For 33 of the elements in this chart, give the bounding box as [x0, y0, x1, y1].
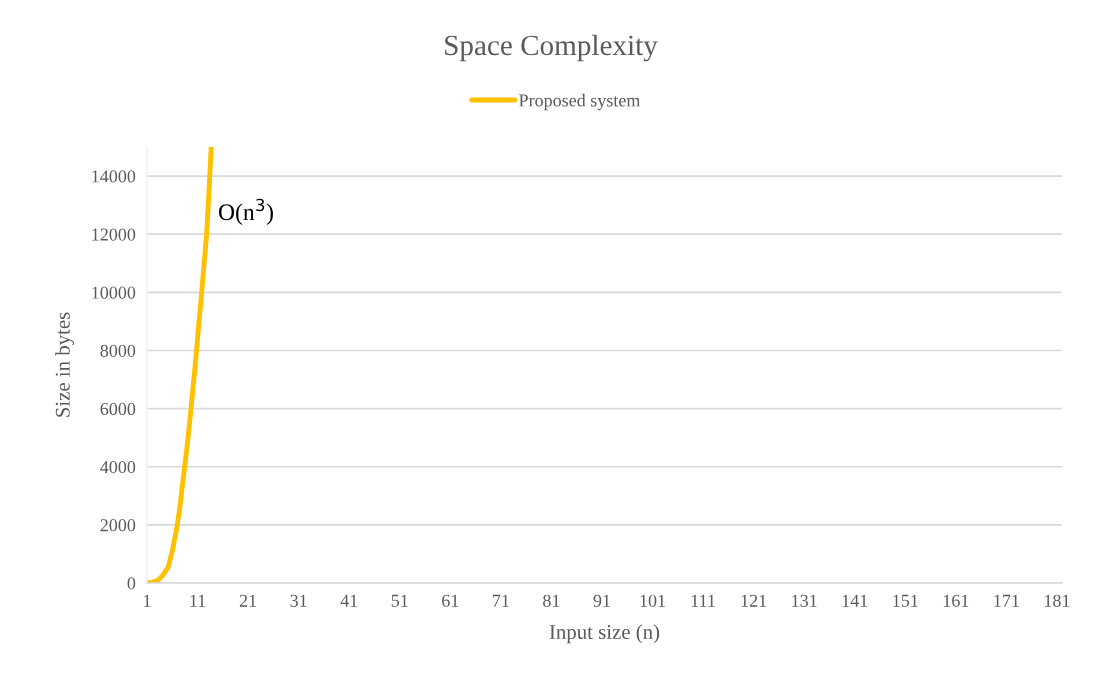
- x-axis-title: Input size (n): [549, 624, 660, 644]
- x-tick-label: 81: [543, 594, 560, 607]
- y-tick-label: 12000: [92, 228, 136, 241]
- legend-label: Proposed system: [519, 93, 641, 111]
- x-tick-label: 171: [994, 594, 1019, 607]
- x-tick-label: 11: [190, 594, 206, 607]
- x-tick-label: 111: [691, 594, 715, 607]
- x-tick-label: 131: [792, 594, 817, 607]
- x-tick-label: 141: [842, 594, 868, 607]
- x-tick-label: 161: [943, 594, 969, 607]
- line-series: [147, 147, 214, 583]
- x-tick-label: 61: [442, 594, 459, 607]
- x-tick-label: 151: [893, 594, 918, 607]
- x-tick-label: 41: [340, 594, 358, 607]
- x-tick-label: 101: [640, 594, 665, 607]
- chart-title: Space Complexity: [445, 34, 658, 62]
- x-tick-label: 91: [593, 594, 610, 607]
- y-tick-label: 4000: [100, 460, 136, 474]
- x-tick-label: 1: [144, 594, 151, 607]
- x-tick-label: 71: [493, 594, 509, 607]
- y-tick-label: 0: [127, 577, 136, 590]
- y-tick-label: 2000: [100, 519, 136, 532]
- annotation: O(n$^{3}$): [218, 198, 273, 225]
- x-tick-label: 31: [290, 594, 307, 607]
- x-tick-label: 121: [741, 594, 767, 607]
- y-tick-label: 10000: [92, 286, 136, 299]
- y-tick-label: 6000: [100, 402, 136, 416]
- x-tick-label: 21: [239, 594, 257, 607]
- x-tick-label: 51: [391, 594, 408, 607]
- y-tick-label: 8000: [100, 344, 136, 357]
- y-axis-title: Size in bytes: [55, 312, 75, 417]
- x-tick-label: 181: [1044, 594, 1070, 607]
- y-tick-label: 14000: [92, 170, 136, 183]
